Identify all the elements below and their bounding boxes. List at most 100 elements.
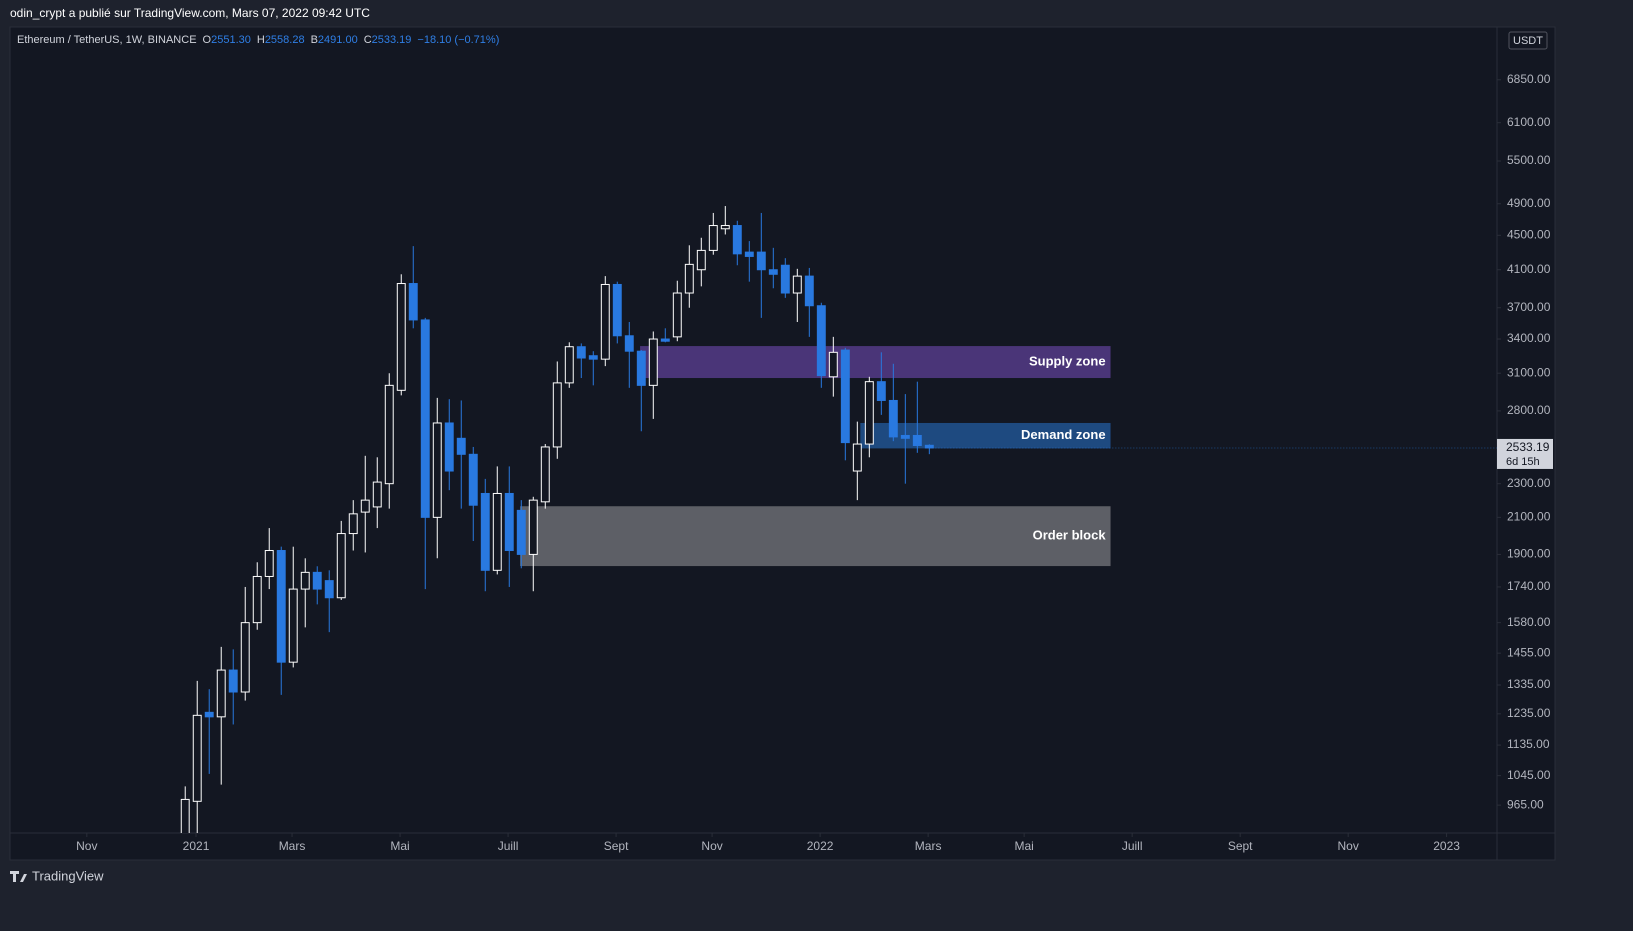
candle-body [540, 446, 550, 503]
candle-body [864, 381, 874, 445]
candle-body [420, 319, 430, 518]
legend-key: C [364, 34, 372, 46]
legend-value: 2491.00 [318, 34, 358, 46]
plot-area: Supply zone Demand zone Order block [180, 206, 1497, 833]
publish-header: odin_crypt a publié sur TradingView.com,… [10, 6, 370, 20]
x-tick-label: Nov [701, 839, 722, 853]
y-tick-label: 1580.00 [1507, 615, 1551, 629]
legend-value: 2533.19 [372, 34, 412, 46]
candle-body [528, 499, 538, 555]
candle-body [240, 622, 250, 693]
candle-body [564, 346, 574, 384]
candle-body [852, 443, 862, 472]
zone [640, 346, 1111, 379]
zone-label: Demand zone [1021, 427, 1106, 442]
candle-body [264, 550, 274, 577]
y-tick-label: 965.00 [1507, 797, 1544, 811]
candle-body [468, 453, 478, 506]
candle-body [552, 382, 562, 448]
legend: Ethereum / TetherUS, 1W, BINANCE O2551.30… [17, 34, 499, 46]
y-tick-label: 5500.00 [1507, 153, 1551, 167]
zone-label: Order block [1033, 528, 1107, 543]
x-tick-label: Mars [915, 839, 942, 853]
candle-body [792, 275, 802, 294]
candle-body [384, 384, 394, 485]
candle-body [708, 225, 718, 251]
candle-body [180, 798, 190, 833]
countdown: 6d 15h [1506, 456, 1540, 468]
candle-body [360, 499, 370, 513]
y-tick-label: 1235.00 [1507, 706, 1551, 720]
y-tick-label: 3400.00 [1507, 331, 1551, 345]
candle-body [492, 492, 502, 571]
candle-body [432, 422, 442, 518]
x-tick-label: Mai [1014, 839, 1033, 853]
candle-body [636, 350, 646, 386]
candle-body [768, 269, 778, 275]
candle-body [204, 711, 214, 718]
candle-body [744, 251, 754, 257]
y-tick-label: 1045.00 [1507, 768, 1551, 782]
candle-body [456, 437, 466, 455]
y-tick-label: 1335.00 [1507, 677, 1551, 691]
candle-body [780, 264, 790, 294]
candle-body [480, 492, 490, 571]
x-tick-label: Mai [390, 839, 409, 853]
candle-body [348, 513, 358, 535]
zone [520, 506, 1111, 567]
last-price: 2533.19 [1506, 440, 1550, 454]
candle-body [192, 714, 202, 802]
y-tick-label: 6100.00 [1507, 115, 1551, 129]
candle-body [324, 580, 334, 599]
candle-body [648, 338, 658, 386]
candle-body [888, 399, 898, 438]
candle-body [408, 283, 418, 321]
x-tick-label: Mars [279, 839, 306, 853]
legend-change: −18.10 (−0.71%) [417, 34, 499, 46]
candle-body [504, 492, 514, 552]
x-tick-label: 2023 [1433, 839, 1460, 853]
y-tick-label: 6850.00 [1507, 72, 1551, 86]
y-tick-label: 1455.00 [1507, 645, 1551, 659]
legend-symbol: Ethereum / TetherUS, 1W, BINANCE [17, 34, 197, 46]
candle-body [588, 355, 598, 360]
candle-body [276, 550, 286, 663]
candle-body [300, 571, 310, 590]
candle-body [516, 509, 526, 555]
candle-body [624, 335, 634, 352]
legend-value: 2551.30 [211, 34, 251, 46]
candle-body [876, 381, 886, 401]
y-tick-label: 4100.00 [1507, 262, 1551, 276]
x-tick-label: Sept [604, 839, 629, 853]
y-tick-label: 2800.00 [1507, 403, 1551, 417]
candle-body [312, 571, 322, 590]
candle-body [444, 422, 454, 472]
x-tick-label: Nov [76, 839, 97, 853]
candle-body [924, 444, 934, 449]
y-tick-label: 4500.00 [1507, 227, 1551, 241]
y-tick-label: 1740.00 [1507, 579, 1551, 593]
last-price-box [1497, 438, 1553, 469]
candle-body [288, 588, 298, 663]
legend-key: B [311, 34, 318, 46]
candle-body [660, 338, 670, 342]
candle-body [900, 434, 910, 439]
x-tick-label: Juill [498, 839, 519, 853]
candle-body [732, 225, 742, 255]
x-tick-label: Sept [1228, 839, 1253, 853]
footer-brand: TradingView [32, 868, 104, 883]
candle-body [216, 669, 226, 718]
candle-body [816, 305, 826, 377]
candle-body [804, 275, 814, 307]
legend-key: O [203, 34, 212, 46]
y-tick-label: 2300.00 [1507, 476, 1551, 490]
y-tick-label: 1900.00 [1507, 547, 1551, 561]
candle-body [840, 349, 850, 444]
candle-body [600, 283, 610, 360]
candle-body [696, 249, 706, 271]
candle-body [396, 283, 406, 391]
candle-body [672, 292, 682, 338]
currency-label: USDT [1513, 35, 1543, 47]
candle-body [720, 225, 730, 230]
